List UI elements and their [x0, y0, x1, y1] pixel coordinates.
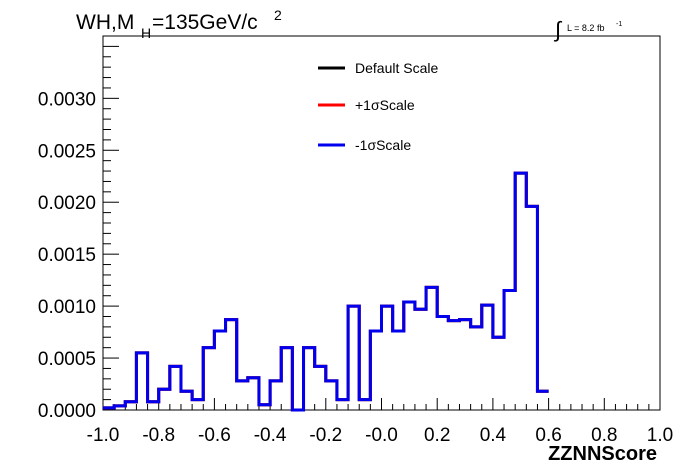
legend-label: -1σScale	[355, 137, 411, 153]
y-tick-label: 0.0025	[38, 141, 96, 162]
x-tick-label: -0.6	[198, 425, 231, 446]
legend-label: +1σScale	[355, 97, 415, 113]
x-axis-label: ZZNNScore	[548, 443, 657, 465]
chart-title-subscript: H	[141, 25, 151, 41]
x-tick-label: -0.0	[365, 425, 398, 446]
y-tick-label: 0.0000	[38, 401, 96, 422]
x-tick-label: 0.2	[424, 425, 450, 446]
x-tick-label: -0.4	[254, 425, 287, 446]
series-line-2	[103, 171, 549, 412]
series-layer	[103, 171, 549, 412]
y-tick-label: 0.0010	[38, 297, 96, 318]
integral-sign: ∫	[553, 17, 563, 42]
y-tick-label: 0.0030	[38, 89, 96, 110]
y-tick-label: 0.0015	[38, 245, 96, 266]
lumi-label: L = 8.2 fb	[567, 23, 604, 33]
y-tick-label: 0.0020	[38, 193, 96, 214]
plot-frame	[102, 35, 661, 411]
x-tick-label: 0.8	[591, 425, 617, 446]
chart-title-rest: =135GeV/c	[152, 11, 258, 34]
y-tick-label: 0.0005	[38, 349, 96, 370]
x-tick-label: 0.4	[480, 425, 507, 446]
x-tick-label: -0.8	[142, 425, 175, 446]
axes-group: -1.0 -0.8 -0.6 -0.4 -0.2 -0.0 0.2 0.4 0.6 0.8 1.0 0…	[38, 45, 673, 446]
legend-label: Default Scale	[355, 60, 438, 76]
x-tick-label: -0.2	[309, 425, 342, 446]
x-tick-label: 1.0	[647, 425, 673, 446]
x-tick-label: 0.6	[535, 425, 561, 446]
lumi-superscript: -1	[616, 21, 622, 28]
x-tick-label: -1.0	[87, 425, 120, 446]
legend: Default Scale +1σScale -1σScale	[318, 60, 438, 153]
chart-title-main: WH,M	[76, 11, 134, 34]
chart-title-superscript: 2	[274, 7, 282, 23]
